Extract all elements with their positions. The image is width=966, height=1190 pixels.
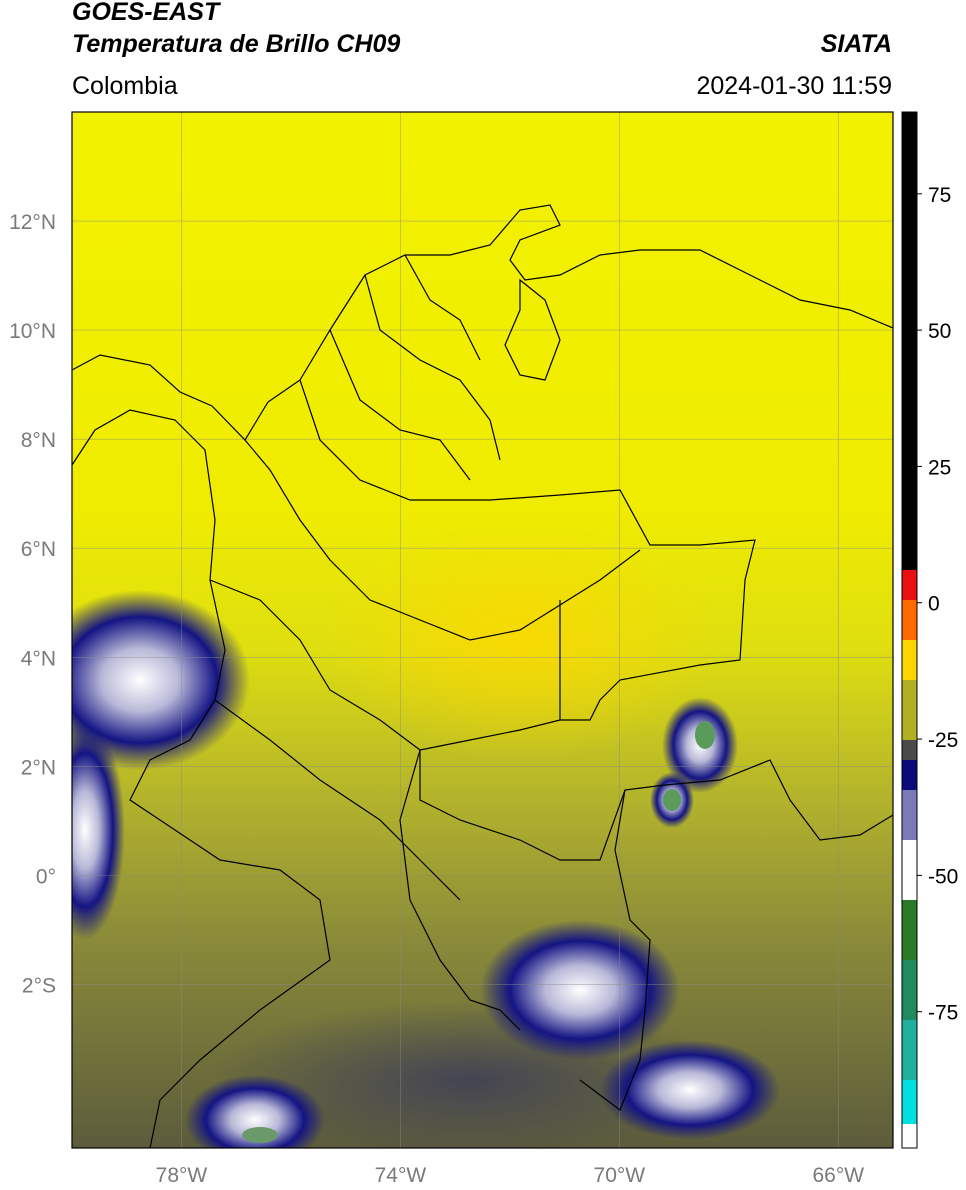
cloud-system [480, 920, 680, 1060]
cloud-system [600, 1040, 780, 1140]
lat-tick-label: 2°N [21, 756, 56, 779]
boundaries [72, 204, 893, 1148]
datetime-label: 2024-01-30 11:59 [696, 72, 892, 100]
lat-tick-label: 10°N [9, 320, 56, 343]
lon-tick-label: 78°W [156, 1164, 208, 1187]
lat-tick-label: 2°S [22, 974, 56, 997]
lon-tick-label: 70°W [594, 1164, 646, 1187]
lat-tick-label: 4°N [21, 647, 56, 670]
lat-tick-label: 8°N [21, 429, 56, 452]
colorbar-tick-label: -75 [928, 1002, 958, 1025]
lon-tick-label: 66°W [812, 1164, 864, 1187]
colorbar-tick-label: 0 [928, 593, 940, 616]
colorbar-tick-label: -50 [928, 865, 958, 888]
lat-tick-label: 12°N [9, 211, 56, 234]
colorbar [901, 111, 918, 1149]
lat-tick-label: 0° [36, 865, 56, 888]
region-label: Colombia [72, 72, 178, 100]
colorbar-tick-label: 25 [928, 456, 951, 479]
product-title: Temperatura de Brillo CH09 [72, 30, 401, 58]
agency-label: SIATA [820, 30, 892, 58]
cloud-system [72, 590, 250, 770]
lon-tick-label: 74°W [375, 1164, 427, 1187]
colorbar-tick-label: 75 [928, 184, 951, 207]
lat-tick-label: 6°N [21, 538, 56, 561]
cloud-system [185, 1075, 325, 1148]
cloud-system [72, 720, 125, 940]
colorbar-tick-label: -25 [928, 729, 958, 752]
colorbar-tick-label: 50 [928, 320, 951, 343]
satellite-title: GOES-EAST [72, 0, 220, 26]
